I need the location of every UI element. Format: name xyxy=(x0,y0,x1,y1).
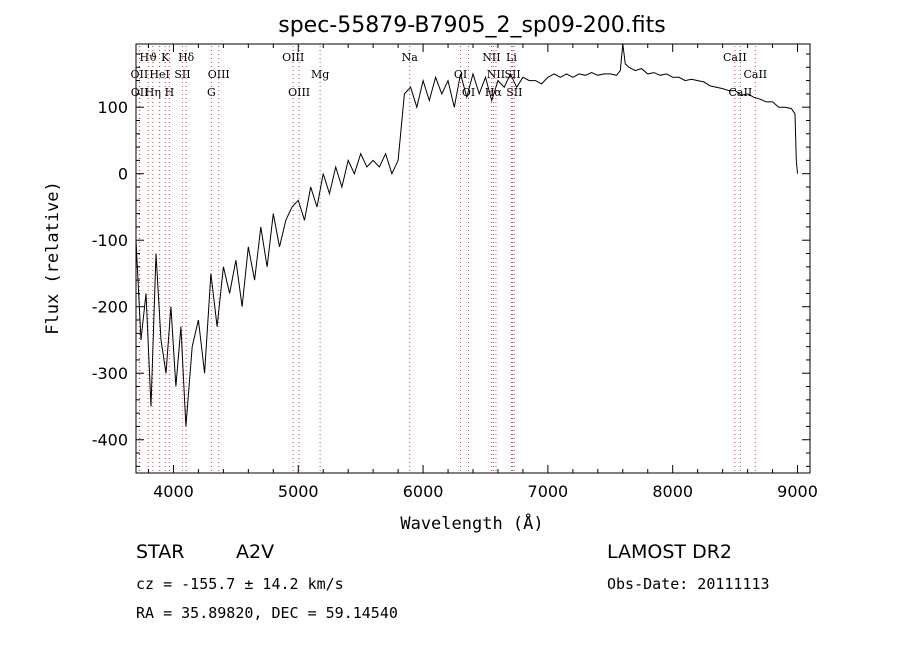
spectral-line-markers xyxy=(138,46,756,473)
line-label-0: Hϑ xyxy=(139,51,157,64)
observation-date: Obs-Date: 20111113 xyxy=(607,575,770,593)
y-axis-ticks: -400 -300 -200 -100 0 100 xyxy=(92,53,810,467)
line-label-8: OII xyxy=(131,68,149,81)
x-tick-label-2: 6000 xyxy=(403,482,444,501)
line-label-2: Hδ xyxy=(178,51,195,64)
spectrum-line-0 xyxy=(135,43,798,427)
redshift-velocity: cz = -155.7 ± 14.2 km/s xyxy=(136,575,344,593)
x-tick-label-1: 5000 xyxy=(278,482,319,501)
y-tick-label-4: 0 xyxy=(118,165,128,184)
line-label-1: K xyxy=(161,51,170,64)
line-label-24: SII xyxy=(506,86,522,99)
chart-title: spec-55879-B7905_2_sp09-200.fits xyxy=(278,13,666,38)
line-label-10: SII xyxy=(174,68,190,81)
x-tick-label-5: 9000 xyxy=(777,482,818,501)
plot-frame xyxy=(135,43,811,474)
spectral-subclass: A2V xyxy=(236,541,275,563)
line-label-25: CaII xyxy=(729,86,753,99)
line-label-3: OIII xyxy=(282,51,304,64)
x-axis-ticks: 4000 5000 6000 7000 8000 9000 xyxy=(147,44,818,501)
line-label-4: Na xyxy=(402,51,419,64)
y-tick-label-1: -300 xyxy=(92,364,128,383)
line-label-14: NII xyxy=(487,68,505,81)
y-tick-label-3: -100 xyxy=(92,231,128,250)
y-tick-label-5: 100 xyxy=(97,98,128,117)
x-tick-label-3: 7000 xyxy=(528,482,569,501)
line-label-6: Li xyxy=(506,51,517,64)
x-axis-label: Wavelength (Å) xyxy=(400,512,543,534)
line-label-9: HeI xyxy=(149,68,169,81)
line-label-20: G xyxy=(207,86,216,99)
survey-name: LAMOST DR2 xyxy=(607,541,732,563)
line-label-11: OIII xyxy=(208,68,230,81)
line-label-18: Hη xyxy=(145,86,161,99)
line-label-19: H xyxy=(165,86,175,99)
spectrum-series xyxy=(135,43,798,427)
object-class: STAR xyxy=(136,541,185,563)
y-tick-label-0: -400 xyxy=(92,431,128,450)
y-tick-label-2: -200 xyxy=(92,298,128,317)
line-label-7: CaII xyxy=(723,51,747,64)
line-label-16: CaII xyxy=(743,68,767,81)
line-label-5: NII xyxy=(482,51,500,64)
line-label-21: OIII xyxy=(288,86,310,99)
line-label-12: Mg xyxy=(311,68,329,81)
x-tick-label-4: 8000 xyxy=(652,482,693,501)
coordinates: RA = 35.89820, DEC = 59.14540 xyxy=(136,604,398,622)
line-label-23: Hα xyxy=(485,86,503,99)
y-axis-label: Flux (relative) xyxy=(43,181,63,335)
line-label-17: OII xyxy=(131,86,149,99)
x-tick-label-0: 4000 xyxy=(153,482,194,501)
